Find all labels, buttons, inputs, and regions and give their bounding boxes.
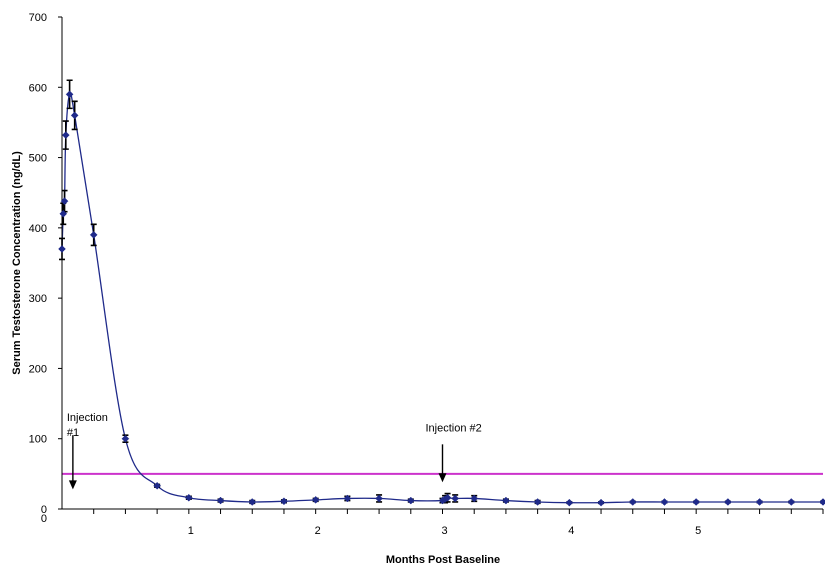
- x-origin-label: 0: [41, 513, 47, 525]
- annotation-label: Injection #2: [426, 423, 482, 435]
- data-point: [216, 496, 225, 505]
- y-tick-label: 400: [29, 223, 47, 235]
- series-line-layer: [61, 92, 823, 504]
- y-axis-title: Serum Testosterone Concentration (ng/dL): [11, 151, 23, 375]
- data-point: [311, 496, 320, 504]
- data-point: [59, 209, 68, 218]
- data-point: [61, 131, 70, 139]
- data-point: [502, 496, 510, 505]
- y-tick-label: 600: [29, 82, 47, 94]
- data-point: [343, 494, 352, 503]
- data-point: [597, 498, 605, 507]
- axes: [61, 17, 823, 510]
- data-point: [121, 434, 130, 443]
- data-point: [628, 498, 637, 506]
- data-point: [60, 197, 69, 206]
- y-tick-label: 200: [29, 363, 47, 375]
- data-point: [248, 498, 257, 506]
- data-point: [65, 90, 74, 99]
- annotation-arrow-head: [438, 473, 447, 483]
- x-tick-label: 3: [441, 525, 447, 537]
- data-point: [406, 496, 415, 505]
- x-tick-label: 4: [568, 525, 574, 537]
- series-line: [61, 92, 823, 504]
- data-point: [58, 245, 66, 253]
- data-point: [565, 498, 574, 507]
- y-tick-label: 300: [29, 293, 47, 305]
- x-tick-label: 5: [695, 525, 701, 537]
- data-point: [443, 493, 452, 502]
- x-axis-title: Months Post Baseline: [386, 554, 500, 566]
- data-point: [692, 498, 701, 506]
- annotation-arrow-head: [68, 480, 77, 490]
- x-tick-label: 2: [315, 525, 321, 537]
- data-point: [533, 498, 542, 506]
- data-point: [184, 493, 193, 502]
- data-point: [755, 498, 764, 506]
- data-point: [280, 497, 288, 506]
- data-point: [153, 481, 161, 490]
- annotation-label: Injection: [67, 412, 108, 424]
- data-point: [89, 231, 98, 239]
- y-tick-label: 100: [29, 434, 47, 446]
- annotations: Injection #1 Injection #2: [67, 412, 482, 490]
- y-tick-label: 700: [29, 12, 47, 24]
- data-point: [375, 494, 383, 503]
- annotation-label: #1: [67, 427, 79, 439]
- data-point: [724, 498, 732, 506]
- data-points: [58, 90, 825, 507]
- y-tick-label: 500: [29, 153, 47, 165]
- data-point: [470, 494, 479, 503]
- data-point: [70, 111, 79, 120]
- y-tick-label: 0: [41, 504, 47, 516]
- y-ticks: 0 100 200 300 400 500 600 700: [29, 12, 62, 516]
- x-tick-label: 1: [188, 525, 194, 537]
- data-point: [819, 498, 825, 506]
- data-point: [451, 494, 460, 503]
- data-point: [787, 498, 796, 506]
- x-ticks: 1 2 3 4 5 0: [41, 509, 824, 537]
- error-bars: [59, 79, 825, 505]
- data-point: [660, 498, 669, 506]
